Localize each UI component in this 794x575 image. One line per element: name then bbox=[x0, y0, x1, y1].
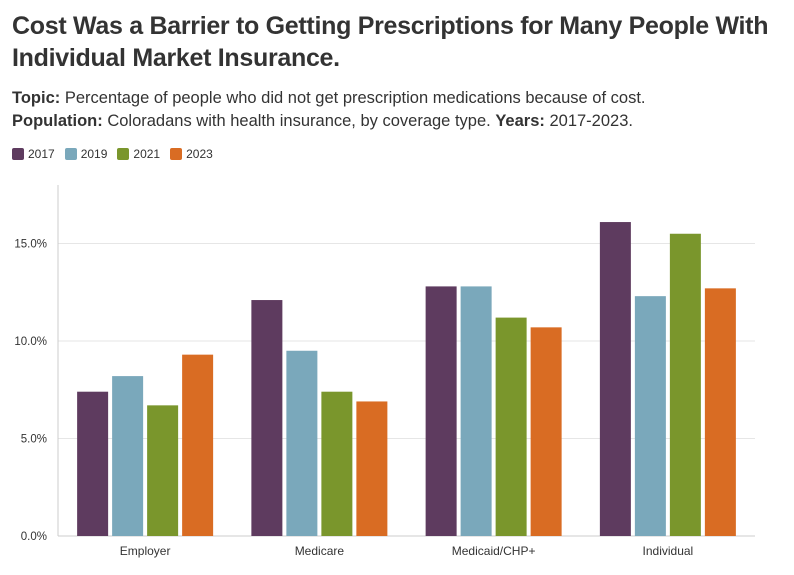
legend-swatch bbox=[12, 148, 24, 160]
legend-item-2017: 2017 bbox=[12, 147, 55, 161]
bar-2017: Individual 2017: 16.1% bbox=[599, 222, 631, 537]
bar-2021: Individual 2021: 15.5% bbox=[669, 233, 701, 536]
legend-item-2019: 2019 bbox=[64, 147, 108, 161]
topic-line: Topic: Percentage of people who did not … bbox=[12, 87, 782, 110]
population-line: Population: Coloradans with health insur… bbox=[12, 110, 782, 133]
bar-2019: Individual 2019: 12.3% bbox=[634, 296, 666, 536]
legend-label: 2019 bbox=[80, 147, 108, 161]
legend-label: 2021 bbox=[133, 147, 161, 161]
legend-item-2023: 2023 bbox=[170, 147, 213, 161]
bar-2019: Medicare 2019: 9.5% bbox=[286, 350, 318, 536]
bar-2017: Employer 2017: 7.4% bbox=[77, 391, 109, 536]
x-tick-label: Employer bbox=[120, 544, 171, 558]
x-tick-label: Individual bbox=[643, 544, 694, 558]
legend-item-2021: 2021 bbox=[117, 147, 160, 161]
legend-label: 2023 bbox=[186, 147, 213, 161]
bar-2023: Individual 2023: 12.7% bbox=[704, 288, 736, 536]
chart-subtitle: Topic: Percentage of people who did not … bbox=[12, 87, 782, 133]
y-tick-label: 0.0% bbox=[21, 531, 47, 543]
bar-2019: Employer 2019: 8.2% bbox=[112, 376, 144, 536]
bar-2017: Medicaid/CHP+ 2017: 12.8% bbox=[425, 286, 457, 536]
legend-swatch bbox=[117, 148, 130, 160]
x-tick-label: Medicare bbox=[295, 544, 345, 558]
y-tick-label: 15.0% bbox=[14, 239, 47, 251]
legend-swatch bbox=[170, 148, 183, 160]
x-tick-label: Medicaid/CHP+ bbox=[452, 544, 536, 558]
chart-legend: 2017 2019 2021 2023 bbox=[12, 147, 213, 161]
bar-2023: Medicare 2023: 6.9% bbox=[356, 401, 388, 536]
bar-2021: Medicaid/CHP+ 2021: 11.2% bbox=[495, 317, 527, 536]
population-label: Population: bbox=[12, 112, 103, 130]
bar-2021: Employer 2021: 6.7% bbox=[147, 405, 179, 536]
y-tick-label: 10.0% bbox=[14, 336, 47, 348]
years-text: 2017-2023. bbox=[549, 112, 633, 130]
topic-label: Topic: bbox=[12, 89, 61, 107]
legend-swatch bbox=[64, 148, 77, 160]
bar-2017: Medicare 2017: 12.1% bbox=[251, 300, 283, 536]
bar-2023: Medicaid/CHP+ 2023: 10.7% bbox=[530, 327, 562, 536]
legend-label: 2017 bbox=[28, 147, 55, 161]
bar-2021: Medicare 2021: 7.4% bbox=[321, 391, 353, 536]
topic-text: Percentage of people who did not get pre… bbox=[64, 89, 646, 107]
y-tick-label: 5.0% bbox=[21, 434, 47, 446]
population-text: Coloradans with health insurance, by cov… bbox=[107, 112, 491, 130]
bar-2023: Employer 2023: 9.3% bbox=[182, 354, 214, 536]
bar-2019: Medicaid/CHP+ 2019: 12.8% bbox=[460, 286, 492, 536]
years-label: Years: bbox=[495, 112, 545, 130]
chart-title: Cost Was a Barrier to Getting Prescripti… bbox=[12, 12, 769, 72]
